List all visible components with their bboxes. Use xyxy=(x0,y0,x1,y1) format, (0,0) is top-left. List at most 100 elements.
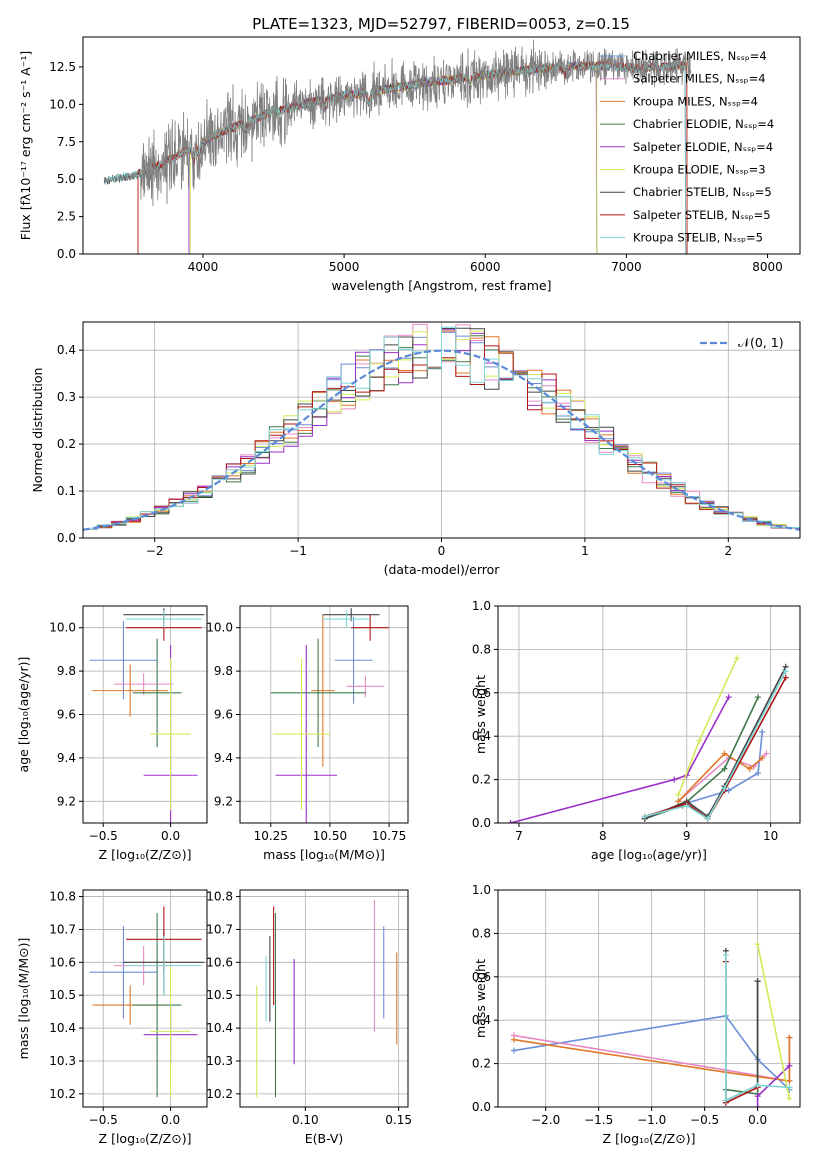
y-tick-label: 9.4 xyxy=(57,751,76,765)
mass-weight-line xyxy=(724,955,790,1102)
legend-label: Chabrier MILES, Nₛₛₚ=4 xyxy=(633,49,767,63)
x-tick-label: −1.5 xyxy=(584,1113,613,1127)
axes-frame: −0.5 0.0 9.2 9.4 9.6 9.8 10.0 Z [log₁₀(Z/Z⊙)] ag… xyxy=(16,605,208,862)
x-tick-label: 5000 xyxy=(329,260,360,274)
y-tick-label: 5.0 xyxy=(57,172,76,186)
y-tick-label: 1.0 xyxy=(472,883,491,897)
x-tick-label: −0.5 xyxy=(89,1113,118,1127)
x-axis-label: Z [log₁₀(Z/Z⊙)] xyxy=(99,847,192,862)
legend-label: Chabrier STELIB, Nₛₛₚ=5 xyxy=(633,185,772,199)
x-tick-label: 8 xyxy=(599,829,607,843)
x-tick-label: 0.15 xyxy=(385,1113,412,1127)
y-tick-label: 10.5 xyxy=(49,988,76,1002)
plot-area xyxy=(256,899,398,1098)
y-axis-label: Flux [fλ10⁻¹⁷ erg cm⁻² s⁻¹ A⁻¹] xyxy=(18,51,33,240)
weight-vs-metallicity-panel: −2.0 −1.5 −1.0 −0.5 0.0 0.0 0.2 0.4 0.6 0.8 1.0 Z [… xyxy=(472,883,801,1146)
x-tick-label: 10.25 xyxy=(254,829,288,843)
y-tick-label: 0.8 xyxy=(472,642,491,656)
y-tick-label: 0.0 xyxy=(472,816,491,830)
x-tick-label: −0.5 xyxy=(89,829,118,843)
plot-area xyxy=(507,655,789,823)
y-tick-label: 10.0 xyxy=(49,97,76,111)
axes-frame: −2.0 −1.5 −1.0 −0.5 0.0 0.0 0.2 0.4 0.6 0.8 1.0 Z [… xyxy=(472,883,801,1146)
plot-area xyxy=(83,323,800,531)
y-tick-label: 10.2 xyxy=(49,1087,76,1101)
spectrum-legend: Chabrier MILES, Nₛₛₚ=4 Salpeter MILES, Nₛ… xyxy=(600,49,774,245)
y-axis-label: mass weight xyxy=(473,959,488,1038)
plot-area xyxy=(89,608,205,823)
axes-border xyxy=(82,889,208,1108)
y-axis-label: age [log₁₀(age/yr)] xyxy=(16,657,31,773)
y-tick-label: 10.6 xyxy=(206,955,233,969)
residual-histogram-panel: −2 −1 0 1 2 0.0 0.1 0.2 0.3 0.4 (data-model)/error… xyxy=(30,321,801,577)
legend-label: 𝒩(0, 1) xyxy=(738,335,784,350)
x-tick-label: 1 xyxy=(581,544,589,558)
normal-curve-line xyxy=(83,349,800,531)
mass-weight-line xyxy=(678,731,764,807)
plot-area xyxy=(103,39,692,254)
mass-weight-line xyxy=(644,666,787,820)
model-spectrum-line xyxy=(137,60,687,254)
y-tick-label: 0.6 xyxy=(472,686,491,700)
plot-area xyxy=(510,941,793,1107)
mass-weight-line xyxy=(513,1015,790,1091)
legend-label: Salpeter STELIB, Nₛₛₚ=5 xyxy=(633,208,771,222)
x-tick-label: 7000 xyxy=(611,260,642,274)
y-axis-label: mass weight xyxy=(473,675,488,754)
axes-border xyxy=(497,889,801,1108)
x-axis-label: (data-model)/error xyxy=(384,562,501,577)
y-tick-label: 0.0 xyxy=(57,531,76,545)
y-tick-label: 10.7 xyxy=(206,922,233,936)
x-axis-label: Z [log₁₀(Z/Z⊙)] xyxy=(603,1131,696,1146)
mass-weight-line xyxy=(510,696,730,823)
y-axis-label: Normed distribution xyxy=(30,368,45,493)
y-tick-label: 9.8 xyxy=(214,664,233,678)
legend-label: Kroupa MILES, Nₛₛₚ=4 xyxy=(633,94,758,108)
mass-weight-line xyxy=(724,950,759,1102)
x-tick-label: −1.0 xyxy=(637,1113,666,1127)
y-tick-label: 9.8 xyxy=(57,664,76,678)
x-tick-label: −1 xyxy=(289,544,307,558)
y-tick-label: 0.1 xyxy=(57,484,76,498)
legend-label: Kroupa STELIB, Nₛₛₚ=5 xyxy=(633,231,763,245)
x-tick-label: 0.0 xyxy=(161,1113,180,1127)
x-axis-label: mass [log₁₀(M/M⊙)] xyxy=(263,847,385,862)
y-tick-label: 9.4 xyxy=(214,751,233,765)
x-tick-label: 6000 xyxy=(470,260,501,274)
x-tick-label: −0.5 xyxy=(690,1113,719,1127)
x-tick-label: −2 xyxy=(146,544,164,558)
axes-frame: 10.25 10.50 10.75 9.2 9.4 9.6 9.8 10.0 mass [log… xyxy=(206,605,409,862)
x-tick-label: 10 xyxy=(763,829,778,843)
model-spectrum-line xyxy=(137,60,687,254)
y-tick-label: 0.6 xyxy=(472,970,491,984)
y-tick-label: 0.0 xyxy=(472,1100,491,1114)
y-tick-label: 7.5 xyxy=(57,135,76,149)
y-tick-label: 1.0 xyxy=(472,599,491,613)
axes-border xyxy=(239,889,409,1108)
y-tick-label: 10.2 xyxy=(206,1087,233,1101)
x-tick-label: 9 xyxy=(683,829,691,843)
x-tick-label: 0.0 xyxy=(748,1113,767,1127)
x-axis-label: wavelength [Angstrom, rest frame] xyxy=(331,278,551,293)
mass-weight-line xyxy=(724,961,758,1104)
x-tick-label: 7 xyxy=(515,829,523,843)
plot-area xyxy=(270,608,390,823)
age-vs-mass-panel: 10.25 10.50 10.75 9.2 9.4 9.6 9.8 10.0 mass [log… xyxy=(206,605,409,862)
axes-frame: −2 −1 0 1 2 0.0 0.1 0.2 0.3 0.4 (data-model)/error… xyxy=(30,321,801,577)
spectrum-panel: 4000 5000 6000 7000 8000 0.0 2.5 5.0 7.5 10.0 12.5… xyxy=(18,36,801,293)
y-tick-label: 0.4 xyxy=(472,1013,491,1027)
x-tick-label: 0.10 xyxy=(292,1113,319,1127)
legend-label: Salpeter ELODIE, Nₛₛₚ=4 xyxy=(633,140,773,154)
y-tick-label: 9.6 xyxy=(214,708,233,722)
figure-title: PLATE=1323, MJD=52797, FIBERID=0053, z=0… xyxy=(252,15,630,33)
y-tick-label: 9.2 xyxy=(57,794,76,808)
y-tick-label: 0.3 xyxy=(57,390,76,404)
y-tick-label: 0.4 xyxy=(57,343,76,357)
y-tick-label: 0.0 xyxy=(57,247,76,261)
y-tick-label: 10.8 xyxy=(206,890,233,904)
axes-border xyxy=(82,36,801,255)
legend-label: Salpeter MILES, Nₛₛₚ=4 xyxy=(633,72,766,86)
y-tick-label: 0.4 xyxy=(472,729,491,743)
legend-label: Chabrier ELODIE, Nₛₛₚ=4 xyxy=(633,117,774,131)
